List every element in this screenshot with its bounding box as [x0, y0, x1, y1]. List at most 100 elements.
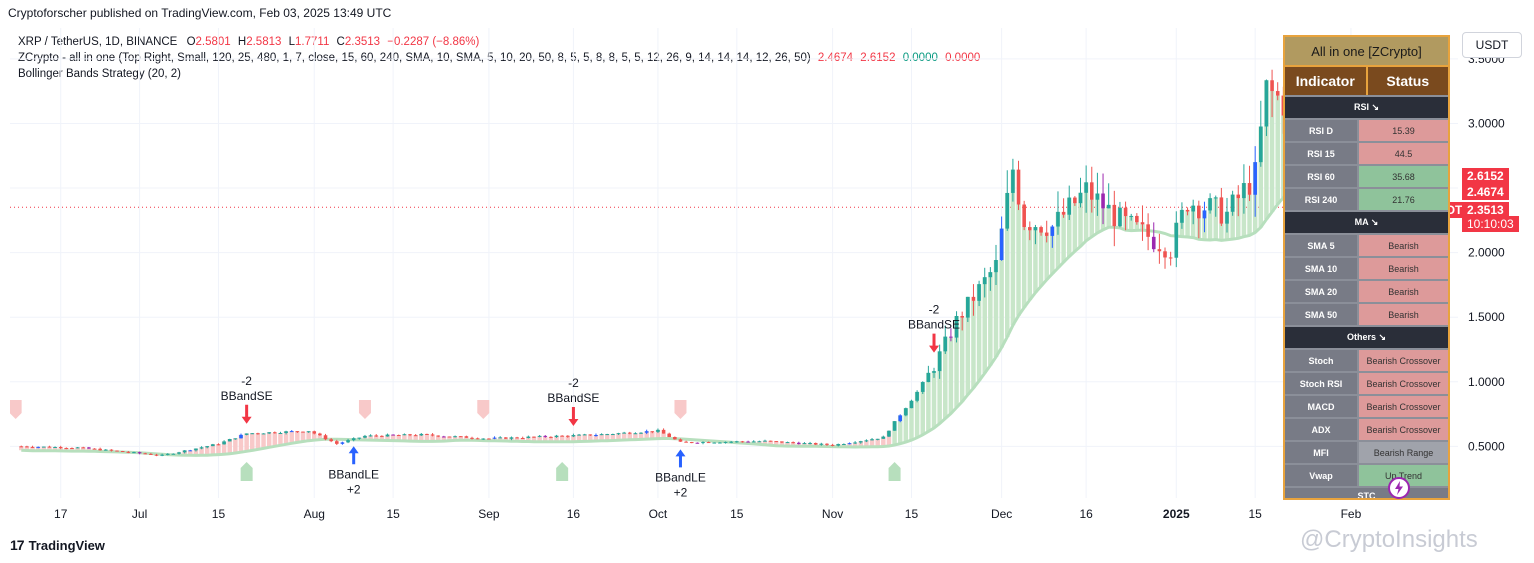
candle-body — [813, 442, 818, 445]
low-label: L — [288, 36, 296, 48]
candle-body — [650, 431, 655, 433]
candle-body — [42, 446, 46, 448]
rsi-row-label: RSI 240 — [1285, 189, 1357, 210]
symbol-name[interactable]: XRP / TetherUS, 1D, BINANCE — [18, 36, 178, 48]
candle-body — [1253, 162, 1257, 195]
candle-body — [408, 434, 412, 436]
candle-body — [92, 448, 97, 450]
candle-body — [673, 437, 677, 440]
candle-body — [177, 452, 181, 454]
candle-body — [802, 443, 807, 445]
candle-body — [819, 443, 824, 445]
ma-row-label: SMA 20 — [1285, 281, 1357, 302]
candle-body — [1073, 197, 1077, 204]
candle-body — [492, 437, 497, 439]
candle-body — [312, 431, 317, 434]
candle-body — [261, 433, 266, 435]
buy-arrow-icon — [348, 446, 359, 465]
others-row: MFI Bearish Range — [1285, 440, 1448, 463]
x-tick-label: 15 — [212, 507, 226, 521]
candle-body — [126, 451, 131, 453]
strategy-name[interactable]: Bollinger Bands Strategy (20, 2) — [18, 68, 182, 80]
y-tick-label: 3.0000 — [1468, 116, 1505, 130]
candle-body — [639, 432, 643, 434]
candle-body — [289, 431, 294, 433]
signal-label: BBandSE — [547, 391, 599, 405]
candle-body — [391, 434, 395, 436]
candle-body — [1135, 215, 1139, 223]
price-chart[interactable]: -2BBandSEBBandLE+2-2BBandSEBBandLE+2-2BB… — [10, 28, 1458, 528]
rsi-row: RSI 15 44.5 — [1285, 141, 1448, 164]
candle-body — [1005, 192, 1010, 229]
candle-body — [1101, 193, 1105, 209]
candle-body — [740, 441, 745, 443]
x-tick-label: 15 — [1248, 507, 1262, 521]
others-row: ADX Bearish Crossover — [1285, 417, 1448, 440]
candle-body — [301, 431, 305, 433]
candle-body — [560, 435, 564, 437]
candle-body — [954, 315, 959, 338]
others-row: Stoch Bearish Crossover — [1285, 348, 1448, 371]
others-row-status: Bearish Range — [1359, 442, 1448, 463]
candle-body — [171, 453, 176, 455]
candle-body — [385, 434, 390, 437]
rsi-row: RSI 240 21.76 — [1285, 187, 1448, 210]
y-tick-label: 2.0000 — [1468, 246, 1505, 260]
candle-body — [413, 435, 418, 437]
pivot-high-flag-icon — [10, 400, 22, 419]
candle-body — [120, 451, 125, 453]
candle-body — [723, 441, 728, 443]
candle-body — [363, 435, 367, 438]
candle-body — [227, 439, 232, 442]
flash-icon[interactable] — [1388, 477, 1410, 499]
currency-button[interactable]: USDT — [1462, 32, 1522, 58]
candle-body — [442, 436, 446, 438]
candle-body — [211, 444, 215, 447]
others-row: Stoch RSI Bearish Crossover — [1285, 371, 1448, 394]
candle-body — [278, 432, 283, 434]
candle-body — [864, 440, 869, 442]
signal-label: BBandLE — [655, 470, 706, 484]
candle-body — [904, 408, 908, 416]
candle-body — [160, 454, 164, 456]
candle-body — [380, 435, 384, 437]
candle-body — [1050, 226, 1055, 236]
candle-body — [1225, 211, 1229, 224]
candle-body — [1191, 205, 1195, 212]
x-tick-label: 15 — [730, 507, 744, 521]
candle-body — [729, 441, 733, 443]
candle-body — [1157, 249, 1162, 252]
candle-body — [661, 429, 666, 434]
candle-body — [549, 436, 553, 438]
tradingview-logo[interactable]: 17 TradingView — [10, 537, 105, 553]
candle-body — [1118, 207, 1122, 227]
candle-body — [656, 429, 660, 432]
indicator-name[interactable]: ZCrypto - all in one (Top Right, Small, … — [18, 52, 811, 64]
candle-body — [1219, 197, 1224, 224]
candle-body — [718, 442, 722, 444]
candle-body — [1163, 251, 1167, 258]
candle-body — [470, 437, 474, 439]
candle-body — [295, 431, 300, 433]
candle-body — [1270, 80, 1274, 92]
rsi-section: RSI ↘ — [1285, 95, 1448, 118]
others-row-label: MFI — [1285, 442, 1357, 463]
candle-body — [1208, 198, 1212, 211]
candle-body — [627, 432, 632, 434]
candle-body — [115, 450, 119, 452]
others-row-status: Bearish Crossover — [1359, 396, 1448, 417]
candle-body — [453, 436, 457, 438]
rsi-row-status: 35.68 — [1359, 166, 1448, 187]
x-tick-label: Jul — [132, 507, 147, 521]
candle-body — [1213, 197, 1218, 199]
signal-qty: +2 — [674, 485, 688, 499]
col-status: Status — [1386, 73, 1430, 89]
ma-row: SMA 50 Bearish — [1285, 302, 1448, 325]
candle-body — [881, 436, 886, 439]
open-value: 2.5801 — [195, 36, 231, 48]
candle-body — [796, 442, 801, 444]
candle-body — [1202, 210, 1207, 219]
candle-body — [1106, 204, 1111, 209]
indicator-value-1: 2.4674 — [817, 52, 854, 64]
candle-body — [334, 441, 339, 444]
